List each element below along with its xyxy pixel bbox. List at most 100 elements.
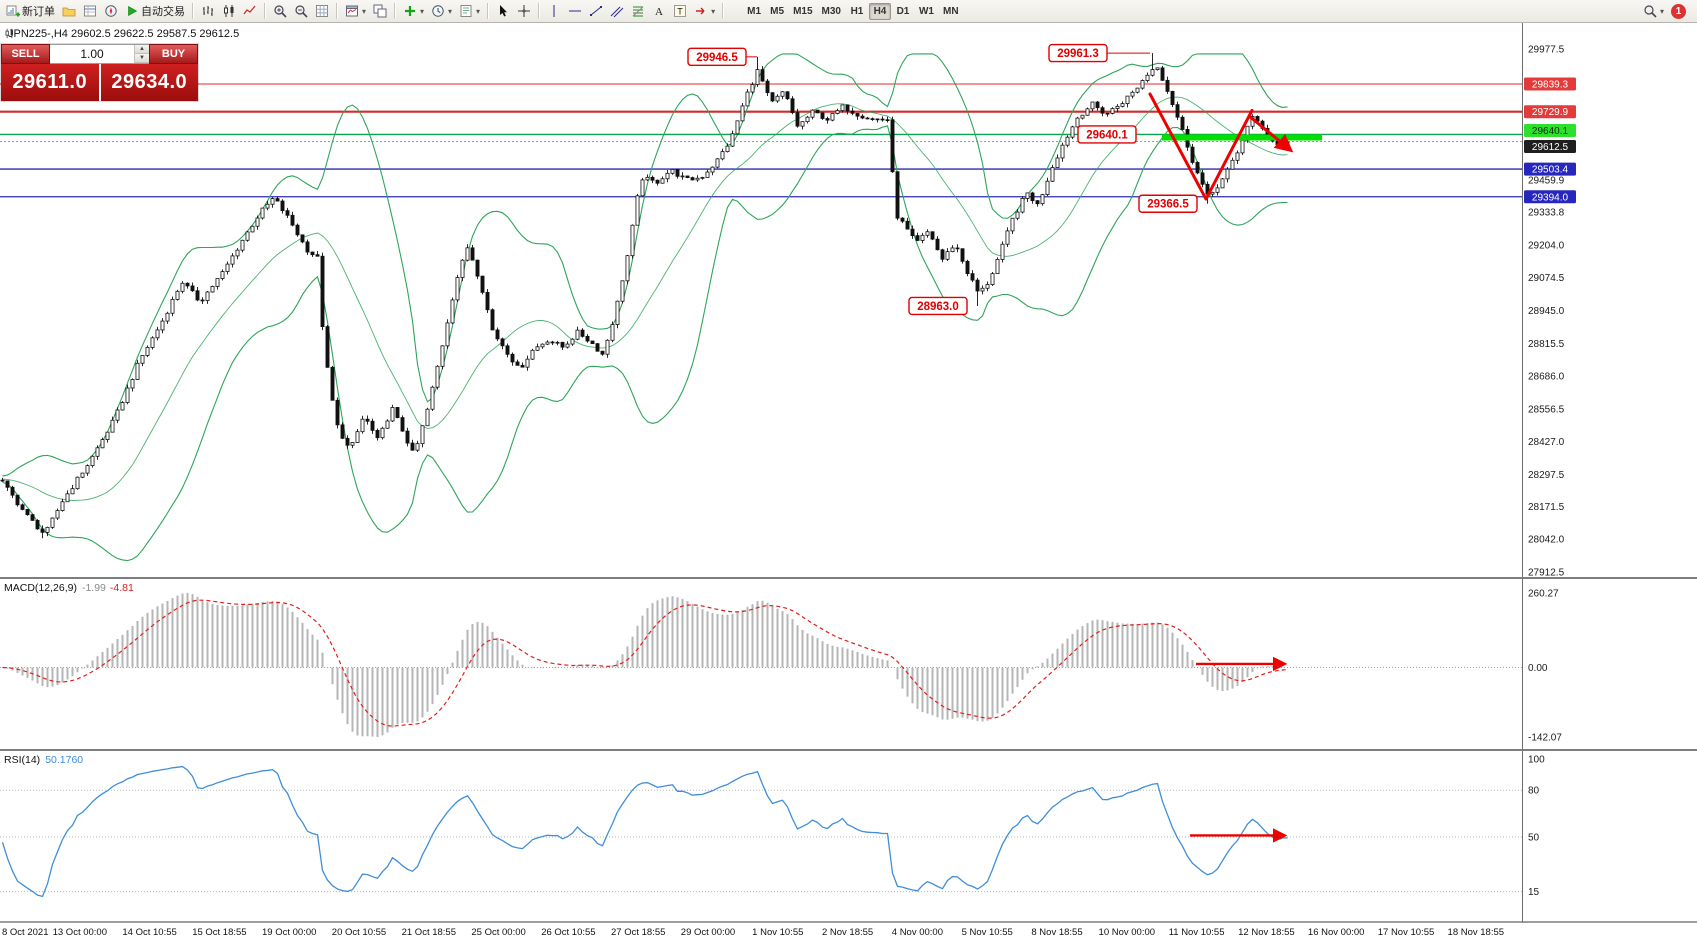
timeframe-h4-button[interactable]: H4 [868, 2, 891, 20]
bar-chart-icon [201, 4, 215, 18]
price-marker-badge [1524, 139, 1576, 153]
annotation-box[interactable] [1077, 125, 1137, 144]
templates-button[interactable]: ▾ [456, 2, 483, 21]
annotation-box[interactable] [1048, 43, 1108, 63]
price-marker-badge [1524, 162, 1576, 176]
periods-button[interactable]: ▾ [428, 2, 455, 21]
toolbar-separator [192, 3, 194, 19]
macd-indicator-pane[interactable]: 260.27 0.00 -142.07 MACD(12,26,9) -1.99 -4.8… [0, 579, 1697, 751]
macd-axis-label: 260.27 [1528, 589, 1559, 600]
chart-title: JPN225-,H4 29602.5 29622.5 29587.5 29612… [4, 28, 239, 40]
price-marker-text: 29394.0 [1532, 192, 1569, 203]
price-tick-label: 28556.5 [1528, 404, 1565, 415]
candlestick-chart-button[interactable] [219, 2, 239, 21]
search-button[interactable]: ▾ [1640, 2, 1667, 21]
navigator-button[interactable] [101, 2, 121, 21]
timeframe-mn-button[interactable]: MN [939, 3, 963, 20]
arrows-button[interactable]: ▾ [691, 2, 718, 21]
main-chart-pane[interactable]: 29946.5 29961.3 29640.1 29366.5 28963.0 29977… [0, 23, 1697, 579]
timeframe-m15-button[interactable]: M15 [789, 3, 816, 20]
volume-up-button[interactable]: ▲ [135, 45, 149, 54]
profiles-icon [373, 4, 387, 18]
chart-ohlc-text: JPN225-,H4 29602.5 29622.5 29587.5 29612… [8, 28, 240, 40]
chevron-down-icon: ▾ [1659, 6, 1664, 16]
navigator-icon [104, 4, 118, 18]
price-marker-badge [1524, 123, 1576, 137]
search-icon [1643, 4, 1657, 18]
notification-badge[interactable]: 1 [1671, 3, 1686, 19]
text-icon: A [652, 4, 666, 18]
time-axis[interactable]: 8 Oct 2021 13 Oct 00:00 14 Oct 10:55 15 Oct… [0, 923, 1697, 948]
time-axis-label: 29 Oct 00:00 [680, 927, 736, 938]
sell-button[interactable]: SELL [1, 44, 50, 64]
auto-trading-button[interactable]: 自动交易 [122, 2, 188, 21]
timeframe-m30-button[interactable]: M30 [818, 3, 845, 20]
new-chart-button[interactable]: ▾ [342, 2, 369, 21]
text-button[interactable]: A [649, 2, 669, 21]
zoom-in-button[interactable] [270, 2, 290, 21]
price-tick-label: 28427.0 [1528, 437, 1565, 448]
horizontal-line-button[interactable] [565, 2, 585, 21]
volume-input[interactable] [50, 45, 134, 63]
candlestick-chart-icon [222, 4, 236, 18]
templates-icon [459, 4, 473, 18]
annotation-box[interactable] [1138, 194, 1198, 213]
timeframe-d1-button[interactable]: D1 [892, 3, 914, 20]
cursor-button[interactable] [493, 2, 513, 21]
new-order-button[interactable]: 新订单 [3, 2, 58, 21]
bar-chart-button[interactable] [198, 2, 218, 21]
annotation-box[interactable] [687, 47, 747, 67]
toolbar-buttons: 新订单 自动交易 ▾ ▾ ▾ ▾ A T ▾ [3, 2, 727, 21]
buy-price[interactable]: 29634.0 [100, 64, 198, 101]
profiles-button[interactable] [370, 2, 390, 21]
trendline-icon [589, 4, 603, 18]
crosshair-button[interactable] [514, 2, 534, 21]
indicators-add-icon [403, 4, 417, 18]
indicators-add-button[interactable]: ▾ [400, 2, 427, 21]
annotation-box[interactable] [908, 296, 968, 316]
timeframe-m1-button[interactable]: M1 [743, 3, 765, 20]
red-zigzag-drawing[interactable] [1148, 92, 1294, 201]
timeframe-w1-button[interactable]: W1 [915, 3, 938, 20]
toolbar-separator [336, 3, 338, 19]
rsi-indicator-pane[interactable]: 100 80 50 15 RSI(14) 50.1760 [0, 751, 1697, 923]
horizontal-lines-layer[interactable] [0, 83, 1522, 198]
price-tick-label: 29204.0 [1528, 240, 1565, 251]
indicator-windows-button[interactable] [312, 2, 332, 21]
vertical-line-icon [547, 4, 561, 18]
timeframe-m5-button[interactable]: M5 [766, 3, 788, 20]
price-annotations[interactable]: 29946.5 29961.3 29640.1 29366.5 28963.0 [687, 43, 1198, 316]
timeframe-h1-button[interactable]: H1 [846, 3, 868, 20]
rsi-value: 50.1760 [45, 754, 84, 766]
volume-down-button[interactable]: ▼ [135, 54, 149, 63]
line-chart-button[interactable] [240, 2, 260, 21]
sell-price[interactable]: 29611.0 [1, 64, 99, 101]
bollinger-bands [2, 53, 1288, 562]
macd-main-value: -1.99 [81, 582, 106, 594]
price-marker-badge [1524, 190, 1576, 204]
chart-profile-button[interactable] [59, 2, 79, 21]
chevron-down-icon: ▾ [711, 6, 716, 16]
annotation-text: 28963.0 [917, 301, 959, 313]
text-label-button[interactable]: T [670, 2, 690, 21]
time-axis-label: 21 Oct 18:55 [401, 927, 456, 938]
toolbar-separator [394, 3, 397, 19]
market-watch-button[interactable] [80, 2, 100, 21]
svg-text:T: T [677, 7, 683, 17]
fibonacci-button[interactable] [628, 2, 648, 21]
macd-signal-value: -4.81 [109, 582, 134, 594]
annotation-text: 29366.5 [1147, 199, 1189, 211]
price-tick-label: 29333.8 [1528, 208, 1565, 219]
price-marker-text: 29503.4 [1532, 165, 1569, 176]
time-axis-label: 11 Nov 10:55 [1168, 927, 1225, 938]
macd-label: MACD(12,26,9) -1.99 -4.81 [4, 582, 134, 594]
main-toolbar: 新订单 自动交易 ▾ ▾ ▾ ▾ A T ▾ M1 M5 M15 M30 H1 H4 D1 W1 MN ▾ 1 [0, 0, 1697, 23]
buy-button[interactable]: BUY [149, 44, 198, 64]
equidistant-channel-button[interactable] [607, 2, 627, 21]
time-axis-label: 17 Nov 10:55 [1377, 927, 1435, 938]
vertical-line-button[interactable] [544, 2, 564, 21]
toolbar-separator [722, 3, 725, 19]
trendline-button[interactable] [586, 2, 606, 21]
zoom-out-button[interactable] [291, 2, 311, 21]
